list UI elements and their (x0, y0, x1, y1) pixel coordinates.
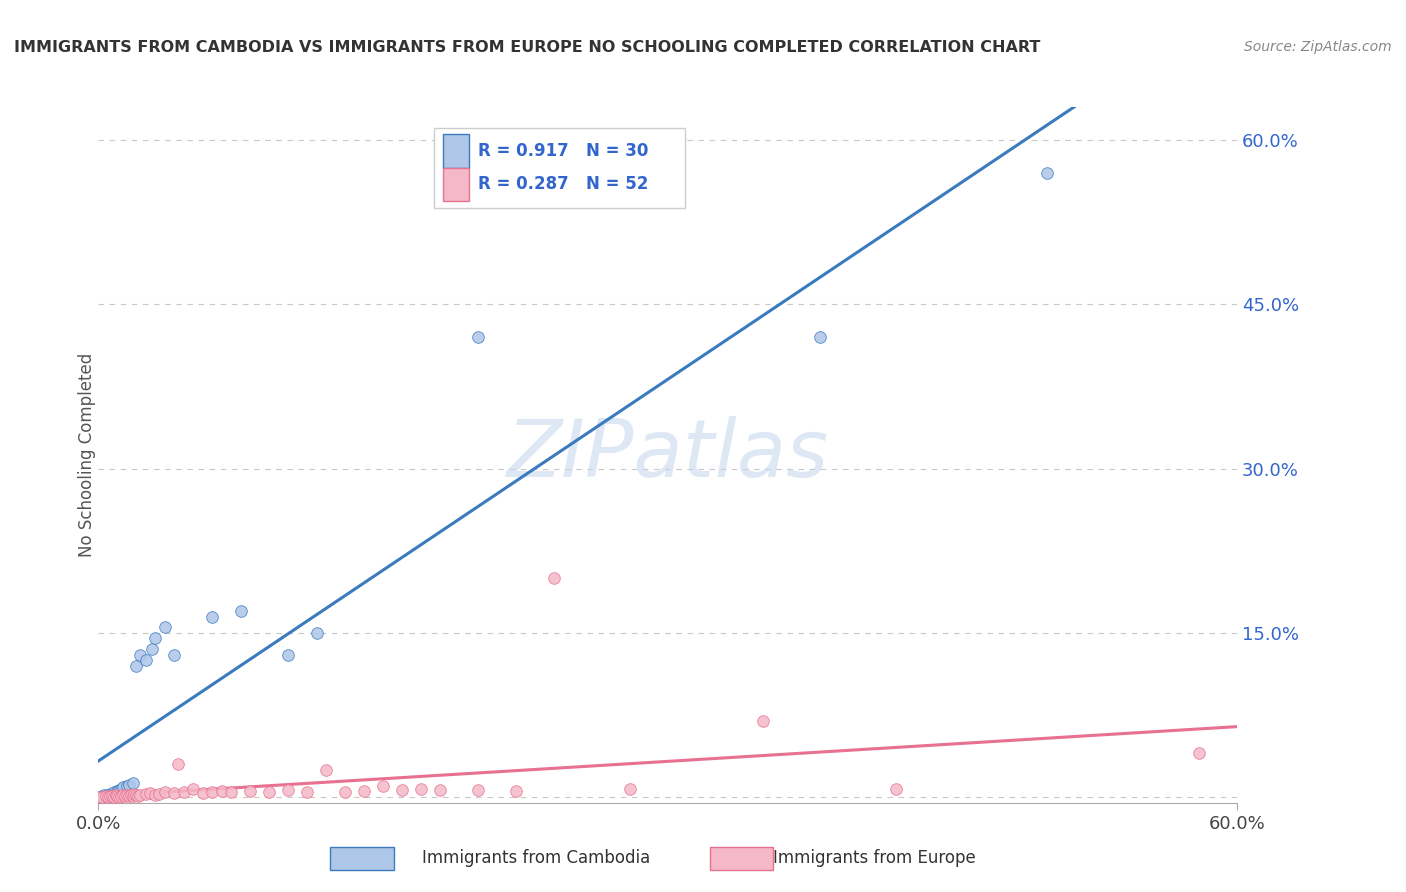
Point (391, 782, 413, 797)
Point (335, 785, 357, 799)
Point (201, 785, 224, 799)
Point (371, 780, 394, 794)
Point (429, 782, 451, 797)
Point (100, 789, 122, 804)
Point (145, 788, 167, 802)
Point (118, 789, 141, 804)
Point (211, 783, 233, 797)
Point (91, 789, 114, 804)
Point (163, 786, 186, 800)
Point (114, 789, 136, 804)
Point (110, 781, 132, 796)
Point (1036, 166, 1059, 180)
FancyBboxPatch shape (443, 168, 468, 201)
Text: Source: ZipAtlas.com: Source: ZipAtlas.com (1244, 40, 1392, 54)
Point (125, 658, 148, 673)
Point (108, 782, 131, 797)
Point (141, 642, 163, 657)
Point (94, 789, 117, 804)
Point (107, 783, 129, 797)
Point (112, 780, 135, 795)
Point (173, 785, 195, 799)
Point (153, 620, 176, 634)
Point (127, 789, 149, 804)
Point (167, 757, 190, 772)
Point (115, 780, 138, 794)
Point (87, 790, 110, 805)
Point (108, 790, 131, 805)
Point (297, 785, 319, 799)
Text: ZIPatlas: ZIPatlas (506, 416, 830, 494)
Point (100, 787, 122, 801)
Point (98, 787, 121, 801)
Point (112, 788, 135, 802)
Point (305, 626, 328, 640)
Point (87, 790, 110, 805)
Point (148, 787, 170, 801)
Point (808, 330, 831, 344)
Point (104, 786, 127, 800)
Point (411, 781, 433, 796)
Point (229, 604, 252, 618)
Point (467, 782, 489, 797)
Point (201, 609, 224, 624)
Point (103, 790, 125, 805)
FancyBboxPatch shape (443, 134, 468, 168)
Point (467, 330, 489, 344)
Point (98, 789, 121, 804)
Point (94, 789, 117, 804)
Point (91, 790, 114, 805)
Point (277, 782, 299, 797)
Point (115, 788, 138, 802)
Text: Immigrants from Cambodia: Immigrants from Cambodia (422, 849, 650, 867)
Point (129, 788, 152, 802)
FancyBboxPatch shape (434, 128, 685, 208)
Point (121, 776, 143, 790)
Point (884, 781, 907, 796)
Point (121, 789, 143, 804)
Point (135, 787, 157, 801)
Point (138, 786, 160, 800)
Point (124, 787, 146, 801)
Point (93, 788, 115, 802)
Point (97, 790, 120, 805)
Text: Immigrants from Europe: Immigrants from Europe (773, 849, 976, 867)
Point (120, 788, 142, 802)
Y-axis label: No Schooling Completed: No Schooling Completed (79, 353, 96, 557)
Point (107, 789, 129, 804)
Point (315, 763, 337, 777)
Point (97, 788, 120, 802)
Point (752, 714, 775, 728)
Point (259, 785, 281, 799)
Point (1188, 747, 1211, 761)
Point (277, 648, 299, 662)
Text: R = 0.287   N = 52: R = 0.287 N = 52 (478, 175, 648, 194)
Point (153, 785, 176, 799)
Point (118, 778, 141, 792)
Point (145, 632, 167, 646)
Point (353, 783, 375, 797)
Point (129, 648, 152, 662)
Text: R = 0.917   N = 30: R = 0.917 N = 30 (478, 142, 648, 160)
Point (103, 785, 125, 799)
Point (191, 786, 214, 800)
Point (221, 785, 243, 799)
Point (163, 648, 186, 662)
Point (125, 788, 148, 802)
Point (619, 781, 641, 796)
Point (183, 781, 205, 796)
Point (135, 653, 157, 667)
Text: IMMIGRANTS FROM CAMBODIA VS IMMIGRANTS FROM EUROPE NO SCHOOLING COMPLETED CORREL: IMMIGRANTS FROM CAMBODIA VS IMMIGRANTS F… (14, 40, 1040, 55)
Point (543, 571, 565, 585)
Point (505, 783, 527, 797)
Point (239, 783, 262, 797)
Point (104, 788, 127, 802)
Point (110, 789, 132, 804)
